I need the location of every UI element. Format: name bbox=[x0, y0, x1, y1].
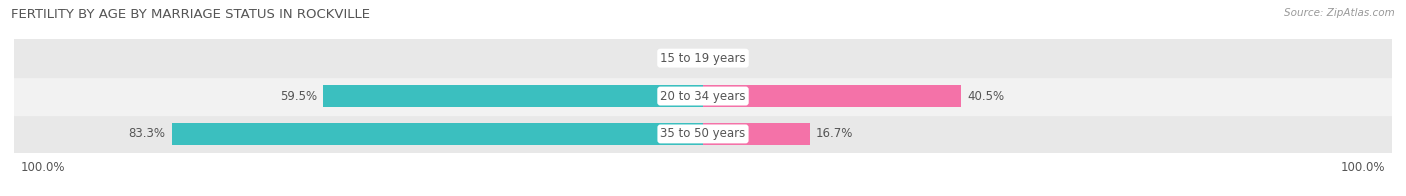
Bar bbox=[703, 85, 962, 107]
Text: 40.5%: 40.5% bbox=[967, 90, 1005, 103]
Text: 16.7%: 16.7% bbox=[815, 127, 853, 140]
Bar bbox=[14, 77, 1392, 115]
Text: 100.0%: 100.0% bbox=[1341, 161, 1385, 174]
Text: 100.0%: 100.0% bbox=[21, 161, 65, 174]
Text: 20 to 34 years: 20 to 34 years bbox=[661, 90, 745, 103]
Legend: Married, Unmarried: Married, Unmarried bbox=[624, 195, 782, 196]
Text: FERTILITY BY AGE BY MARRIAGE STATUS IN ROCKVILLE: FERTILITY BY AGE BY MARRIAGE STATUS IN R… bbox=[11, 8, 370, 21]
Bar bbox=[323, 85, 703, 107]
Text: 0.0%: 0.0% bbox=[666, 52, 696, 65]
Bar bbox=[172, 123, 703, 145]
Text: 0.0%: 0.0% bbox=[710, 52, 740, 65]
Text: 59.5%: 59.5% bbox=[280, 90, 318, 103]
Text: 83.3%: 83.3% bbox=[128, 127, 166, 140]
Bar bbox=[14, 39, 1392, 77]
Bar bbox=[703, 123, 810, 145]
Text: Source: ZipAtlas.com: Source: ZipAtlas.com bbox=[1284, 8, 1395, 18]
Text: 35 to 50 years: 35 to 50 years bbox=[661, 127, 745, 140]
Bar bbox=[14, 115, 1392, 153]
Text: 15 to 19 years: 15 to 19 years bbox=[661, 52, 745, 65]
